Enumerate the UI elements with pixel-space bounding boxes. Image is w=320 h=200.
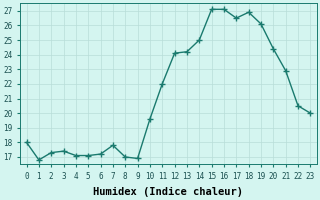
X-axis label: Humidex (Indice chaleur): Humidex (Indice chaleur)	[93, 186, 244, 197]
